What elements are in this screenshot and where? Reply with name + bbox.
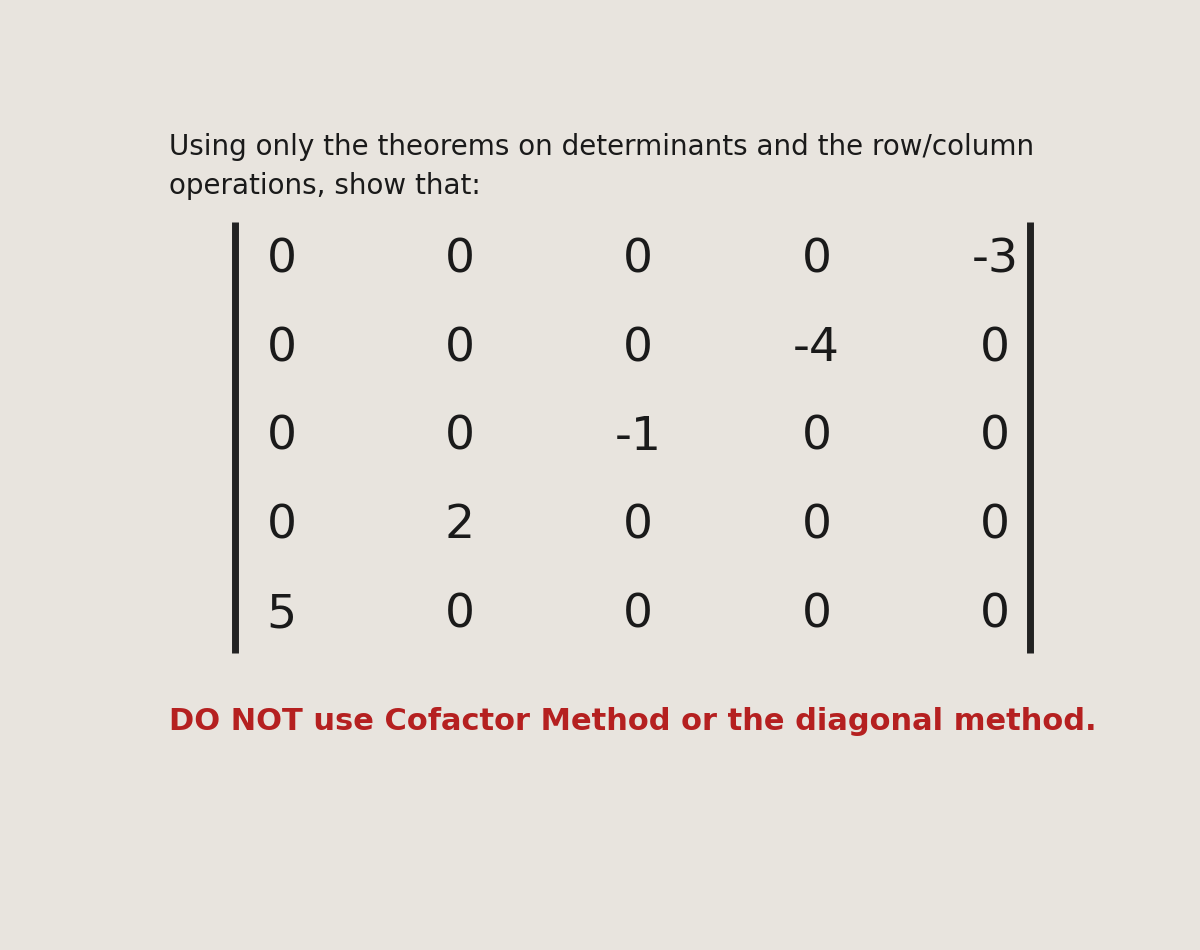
- Text: 0: 0: [979, 327, 1009, 371]
- Text: 0: 0: [445, 592, 475, 637]
- Text: 0: 0: [802, 592, 832, 637]
- Text: 0: 0: [623, 504, 653, 548]
- Text: 0: 0: [266, 504, 296, 548]
- Text: 0: 0: [445, 238, 475, 283]
- Text: -3: -3: [971, 238, 1019, 283]
- Text: 0: 0: [802, 415, 832, 460]
- Text: 0: 0: [979, 504, 1009, 548]
- Text: 0: 0: [979, 415, 1009, 460]
- Text: operations, show that:: operations, show that:: [169, 172, 481, 200]
- Text: 0: 0: [623, 327, 653, 371]
- Text: DO NOT use Cofactor Method or the diagonal method.: DO NOT use Cofactor Method or the diagon…: [169, 707, 1097, 736]
- Text: 0: 0: [623, 592, 653, 637]
- Text: 5: 5: [266, 592, 296, 637]
- Text: -4: -4: [793, 327, 840, 371]
- Text: 2: 2: [445, 504, 475, 548]
- Text: 0: 0: [623, 238, 653, 283]
- Text: 0: 0: [445, 415, 475, 460]
- Text: 0: 0: [266, 327, 296, 371]
- Text: Using only the theorems on determinants and the row/column: Using only the theorems on determinants …: [169, 133, 1034, 162]
- Text: 0: 0: [445, 327, 475, 371]
- Text: 0: 0: [266, 238, 296, 283]
- Text: 0: 0: [266, 415, 296, 460]
- Text: 0: 0: [802, 504, 832, 548]
- Text: 0: 0: [979, 592, 1009, 637]
- Text: 0: 0: [802, 238, 832, 283]
- Text: -1: -1: [614, 415, 661, 460]
